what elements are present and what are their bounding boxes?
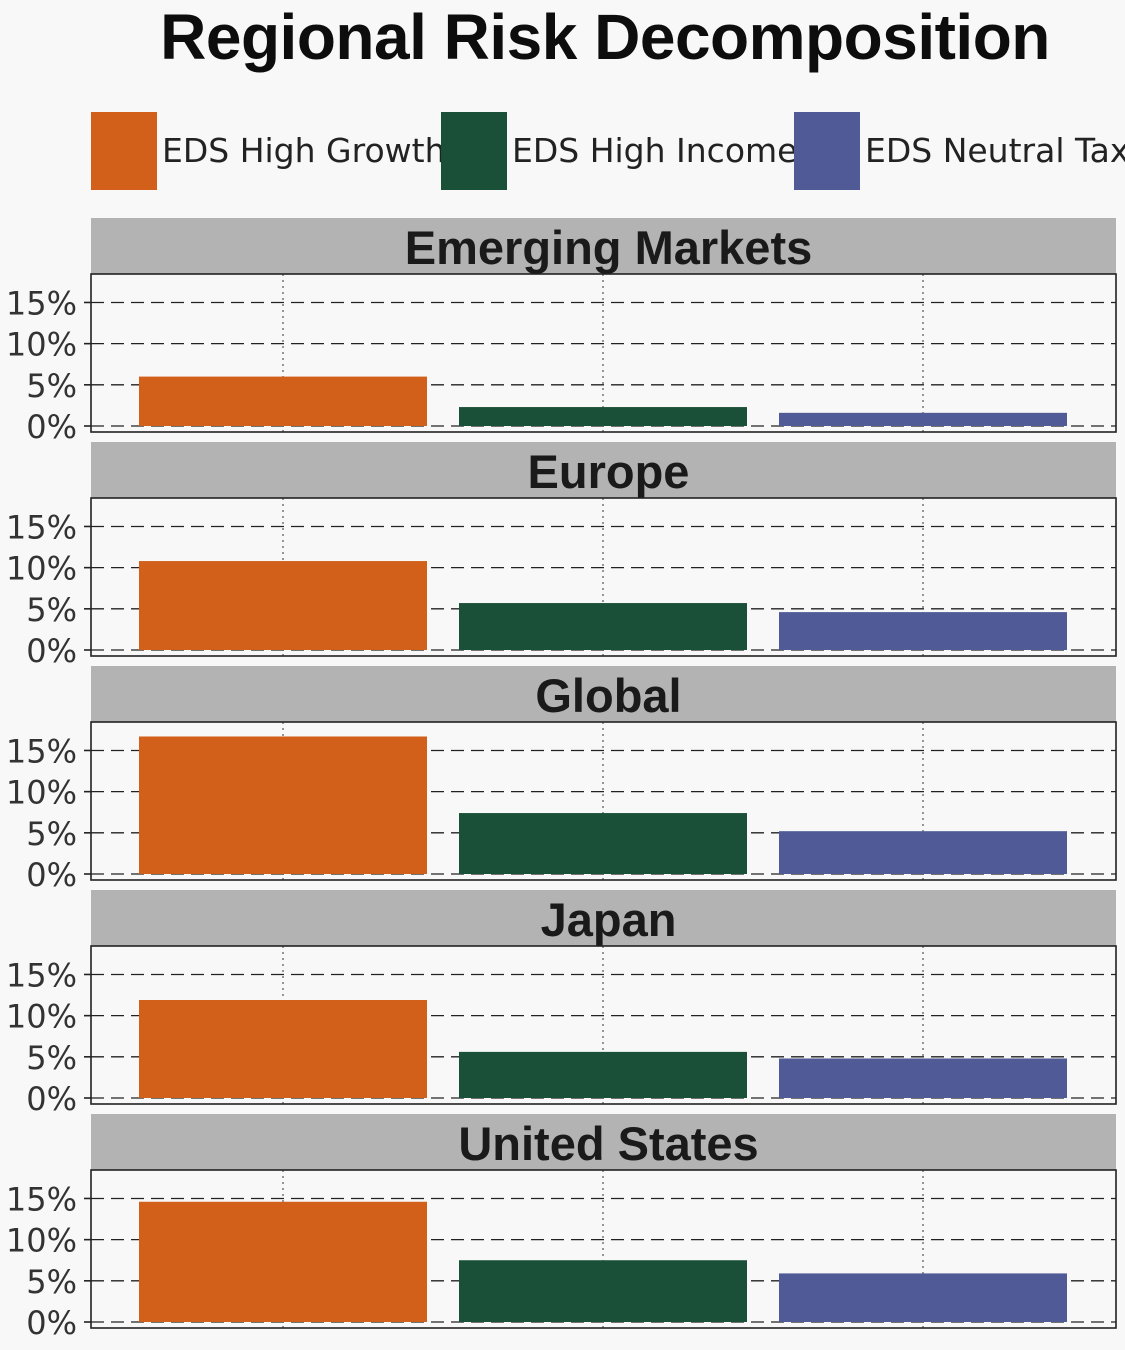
facet-panel-emerging-markets bbox=[90, 273, 1117, 433]
y-tick-label: 10% bbox=[6, 1222, 77, 1260]
facet-panel-japan bbox=[90, 945, 1117, 1105]
bar-emerging-markets-eds-neutral-tax bbox=[779, 412, 1067, 426]
y-tick-label: 5% bbox=[26, 1039, 77, 1077]
bar-europe-eds-high-growth bbox=[139, 561, 427, 650]
legend-label-high-income: EDS High Income bbox=[512, 131, 798, 170]
y-tick-label: 5% bbox=[26, 367, 77, 405]
facet-strip-global bbox=[91, 666, 1116, 722]
y-tick-label: 5% bbox=[26, 1263, 77, 1301]
bar-europe-eds-neutral-tax bbox=[779, 612, 1067, 650]
facet-strip-emerging-markets bbox=[91, 218, 1116, 274]
facet-title-global: Global bbox=[535, 669, 681, 722]
facet-title-europe: Europe bbox=[528, 445, 690, 498]
bar-emerging-markets-eds-high-income bbox=[459, 407, 747, 426]
facet-strip-japan bbox=[91, 890, 1116, 946]
facet-strip-europe bbox=[91, 442, 1116, 498]
y-tick-label: 5% bbox=[26, 591, 77, 629]
y-tick-label: 10% bbox=[6, 326, 77, 364]
legend-swatch-neutral-tax bbox=[794, 112, 860, 190]
y-tick-label: 0% bbox=[26, 856, 77, 894]
facet-title-emerging-markets: Emerging Markets bbox=[405, 221, 812, 274]
chart-title: Regional Risk Decomposition bbox=[160, 1, 1050, 73]
legend-swatch-high-income bbox=[441, 112, 507, 190]
legend-swatch-high-growth bbox=[91, 112, 157, 190]
facet-panel-europe bbox=[90, 497, 1117, 657]
bar-japan-eds-neutral-tax bbox=[779, 1058, 1067, 1098]
y-tick-label: 15% bbox=[6, 732, 77, 770]
y-tick-label: 10% bbox=[6, 550, 77, 588]
y-tick-label: 15% bbox=[6, 284, 77, 322]
bar-emerging-markets-eds-high-growth bbox=[139, 376, 427, 426]
y-tick-label: 15% bbox=[6, 956, 77, 994]
facet-panel-united-states bbox=[90, 1169, 1117, 1329]
bar-global-eds-high-income bbox=[459, 813, 747, 874]
bar-global-eds-neutral-tax bbox=[779, 831, 1067, 874]
bar-europe-eds-high-income bbox=[459, 603, 747, 650]
y-tick-label: 5% bbox=[26, 815, 77, 853]
y-tick-label: 0% bbox=[26, 1304, 77, 1342]
facet-title-united-states: United States bbox=[458, 1117, 758, 1170]
bar-united-states-eds-high-income bbox=[459, 1260, 747, 1322]
y-tick-label: 0% bbox=[26, 632, 77, 670]
facet-title-japan: Japan bbox=[541, 893, 677, 946]
y-tick-label: 10% bbox=[6, 774, 77, 812]
facet-strip-united-states bbox=[91, 1114, 1116, 1170]
legend: EDS High Growth EDS High Income EDS Neut… bbox=[0, 110, 1125, 192]
bar-global-eds-high-growth bbox=[139, 736, 427, 874]
bar-japan-eds-high-growth bbox=[139, 1000, 427, 1098]
bar-united-states-eds-neutral-tax bbox=[779, 1273, 1067, 1322]
facet-panel-global bbox=[90, 721, 1117, 881]
bar-united-states-eds-high-growth bbox=[139, 1201, 427, 1322]
bar-japan-eds-high-income bbox=[459, 1051, 747, 1098]
y-tick-label: 0% bbox=[26, 408, 77, 446]
y-tick-label: 15% bbox=[6, 1180, 77, 1218]
legend-label-high-growth: EDS High Growth bbox=[162, 131, 446, 170]
legend-label-neutral-tax: EDS Neutral Tax bbox=[865, 131, 1125, 170]
y-tick-label: 10% bbox=[6, 998, 77, 1036]
y-tick-label: 15% bbox=[6, 508, 77, 546]
y-tick-label: 0% bbox=[26, 1080, 77, 1118]
